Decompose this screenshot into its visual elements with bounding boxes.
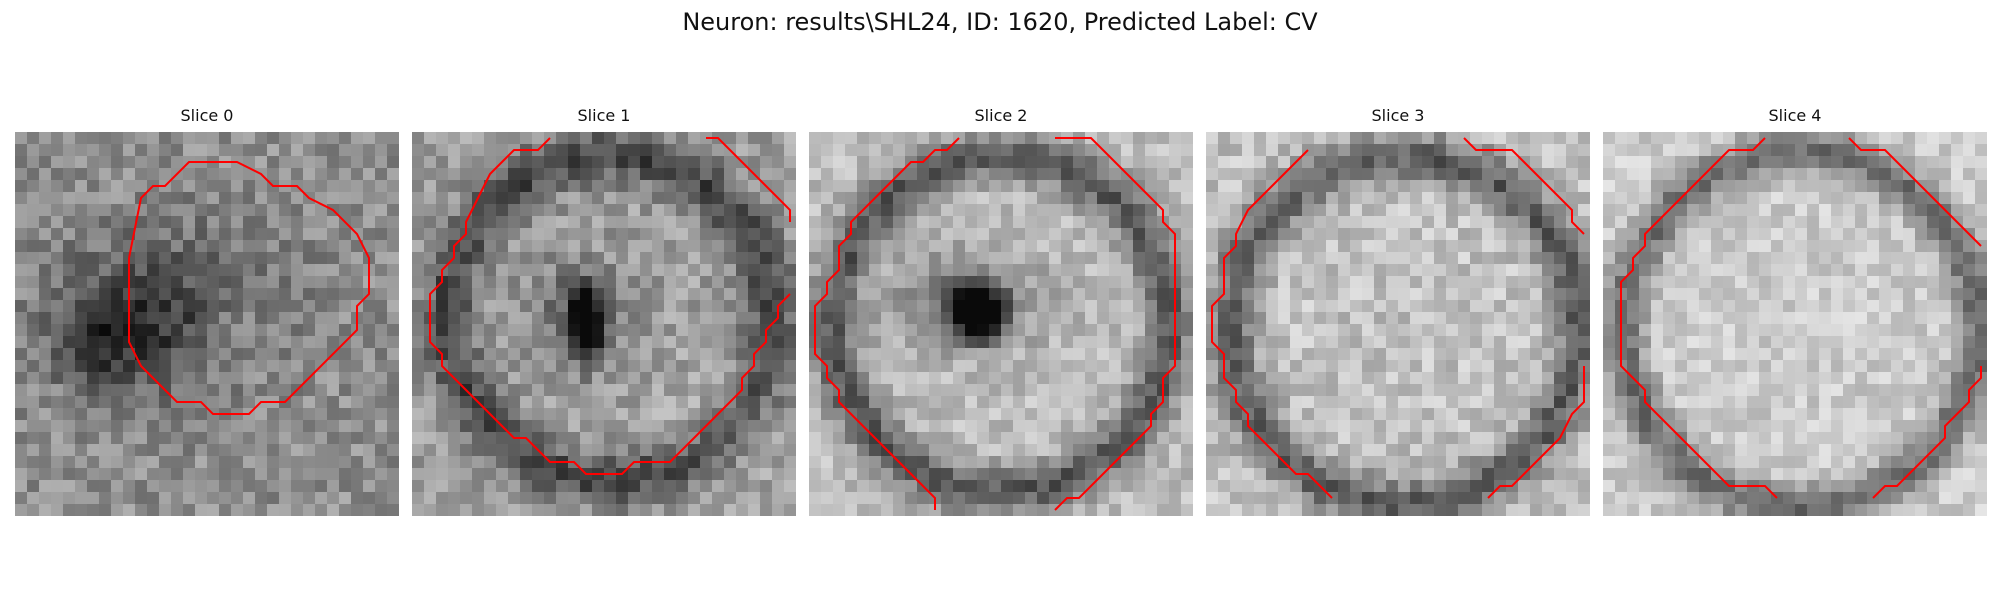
slice-title-1: Slice 1 [577,106,631,125]
contour-line [1873,366,1981,498]
contour-line [129,162,369,414]
contour-line [706,138,790,222]
slice-image-4 [1603,132,1987,516]
figure-title: Neuron: results\SHL24, ID: 1620, Predict… [682,8,1318,36]
contour-line [430,138,790,474]
contour-line [1621,138,1777,498]
contour-overlay-3 [1206,132,1590,516]
contour-line [1464,138,1584,234]
contour-line [1055,138,1175,510]
slice-title-0: Slice 0 [180,106,234,125]
contour-overlay-0 [15,132,399,516]
contour-line [1849,138,1981,246]
contour-line [815,138,959,510]
slice-image-3 [1206,132,1590,516]
slice-panel-4: Slice 4 [1603,105,1987,516]
slice-panel-3: Slice 3 [1206,105,1590,516]
contour-overlay-4 [1603,132,1987,516]
slice-panel-1: Slice 1 [412,105,796,516]
slice-title-4: Slice 4 [1768,106,1822,125]
contour-overlay-2 [809,132,1193,516]
slice-title-2: Slice 2 [974,106,1028,125]
contour-line [1212,150,1332,498]
contour-overlay-1 [412,132,796,516]
slice-image-0 [15,132,399,516]
slice-image-2 [809,132,1193,516]
slice-panel-0: Slice 0 [15,105,399,516]
slice-image-1 [412,132,796,516]
contour-line [1488,366,1584,498]
slice-panel-2: Slice 2 [809,105,1193,516]
slice-title-3: Slice 3 [1371,106,1425,125]
